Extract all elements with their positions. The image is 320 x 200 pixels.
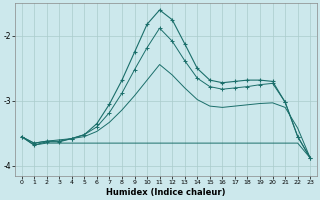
X-axis label: Humidex (Indice chaleur): Humidex (Indice chaleur) bbox=[106, 188, 226, 197]
